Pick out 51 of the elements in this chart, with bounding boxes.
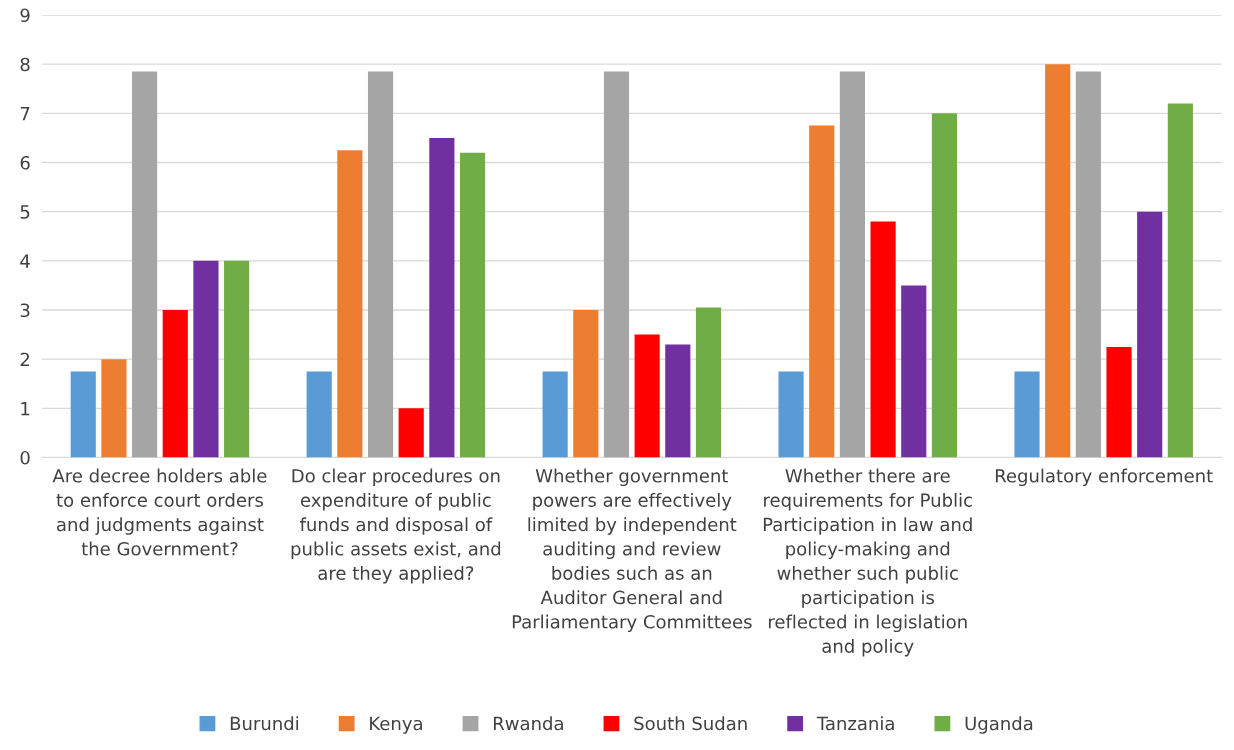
bar	[1167, 103, 1193, 458]
bar	[367, 71, 394, 458]
y-tick-label: 9	[20, 8, 30, 23]
bar	[695, 307, 722, 458]
bar	[398, 408, 424, 458]
bar	[429, 137, 455, 458]
bar	[1045, 64, 1071, 458]
bar	[1137, 211, 1163, 458]
bar	[337, 150, 363, 458]
x-tick-label: Regulatory enforcement	[995, 468, 1213, 487]
y-tick-label: 6	[20, 155, 30, 170]
bar	[1014, 371, 1040, 458]
bar	[306, 371, 332, 458]
bar	[1106, 346, 1132, 458]
x-tick-label: Whether government powers are effectively limited by independent auditing and review bodies such as an Auditor General and Parliamentary Committees	[512, 468, 752, 633]
y-tick-label: 0	[20, 450, 30, 465]
y-tick-label: 8	[20, 57, 30, 72]
bar	[70, 371, 96, 458]
bar	[162, 310, 188, 458]
bar	[459, 152, 486, 458]
legend-label: Rwanda	[493, 716, 563, 731]
legend-label: Burundi	[230, 716, 299, 731]
bar	[809, 125, 835, 458]
legend-label: Uganda	[965, 716, 1033, 734]
bar	[931, 113, 958, 458]
y-tick-label: 1	[21, 402, 30, 416]
y-tick-label: 7	[20, 107, 30, 121]
bar	[901, 285, 927, 458]
x-tick-label: Whether there are requirements for Public Participation in law and policy-making and whether such public participation is reflected in legislation and policy	[763, 468, 972, 657]
bar	[193, 260, 219, 458]
bar	[634, 334, 660, 458]
x-tick-label: Are decree holders able to enforce court orders and judgments against the Government?	[52, 468, 267, 556]
legend-label: Tanzania	[816, 716, 894, 731]
y-tick-label: 5	[20, 205, 30, 219]
bar	[224, 260, 250, 458]
y-tick-label: 3	[20, 303, 30, 318]
bar	[101, 359, 127, 458]
bar	[132, 71, 158, 458]
bar	[839, 71, 865, 458]
y-tick-label: 2	[20, 352, 30, 367]
legend-label: Kenya	[370, 716, 422, 734]
bar	[573, 310, 599, 458]
y-tick-label: 4	[20, 254, 30, 268]
bar	[1075, 71, 1101, 458]
bar	[870, 221, 896, 458]
x-tick-label: Do clear procedures on expenditure of public funds and disposal of public assets exist, and are they applied?	[291, 468, 501, 584]
bar	[542, 371, 568, 458]
bar	[665, 344, 691, 458]
bar	[778, 371, 804, 458]
bar	[603, 71, 630, 458]
legend-label: South Sudan	[634, 716, 747, 731]
